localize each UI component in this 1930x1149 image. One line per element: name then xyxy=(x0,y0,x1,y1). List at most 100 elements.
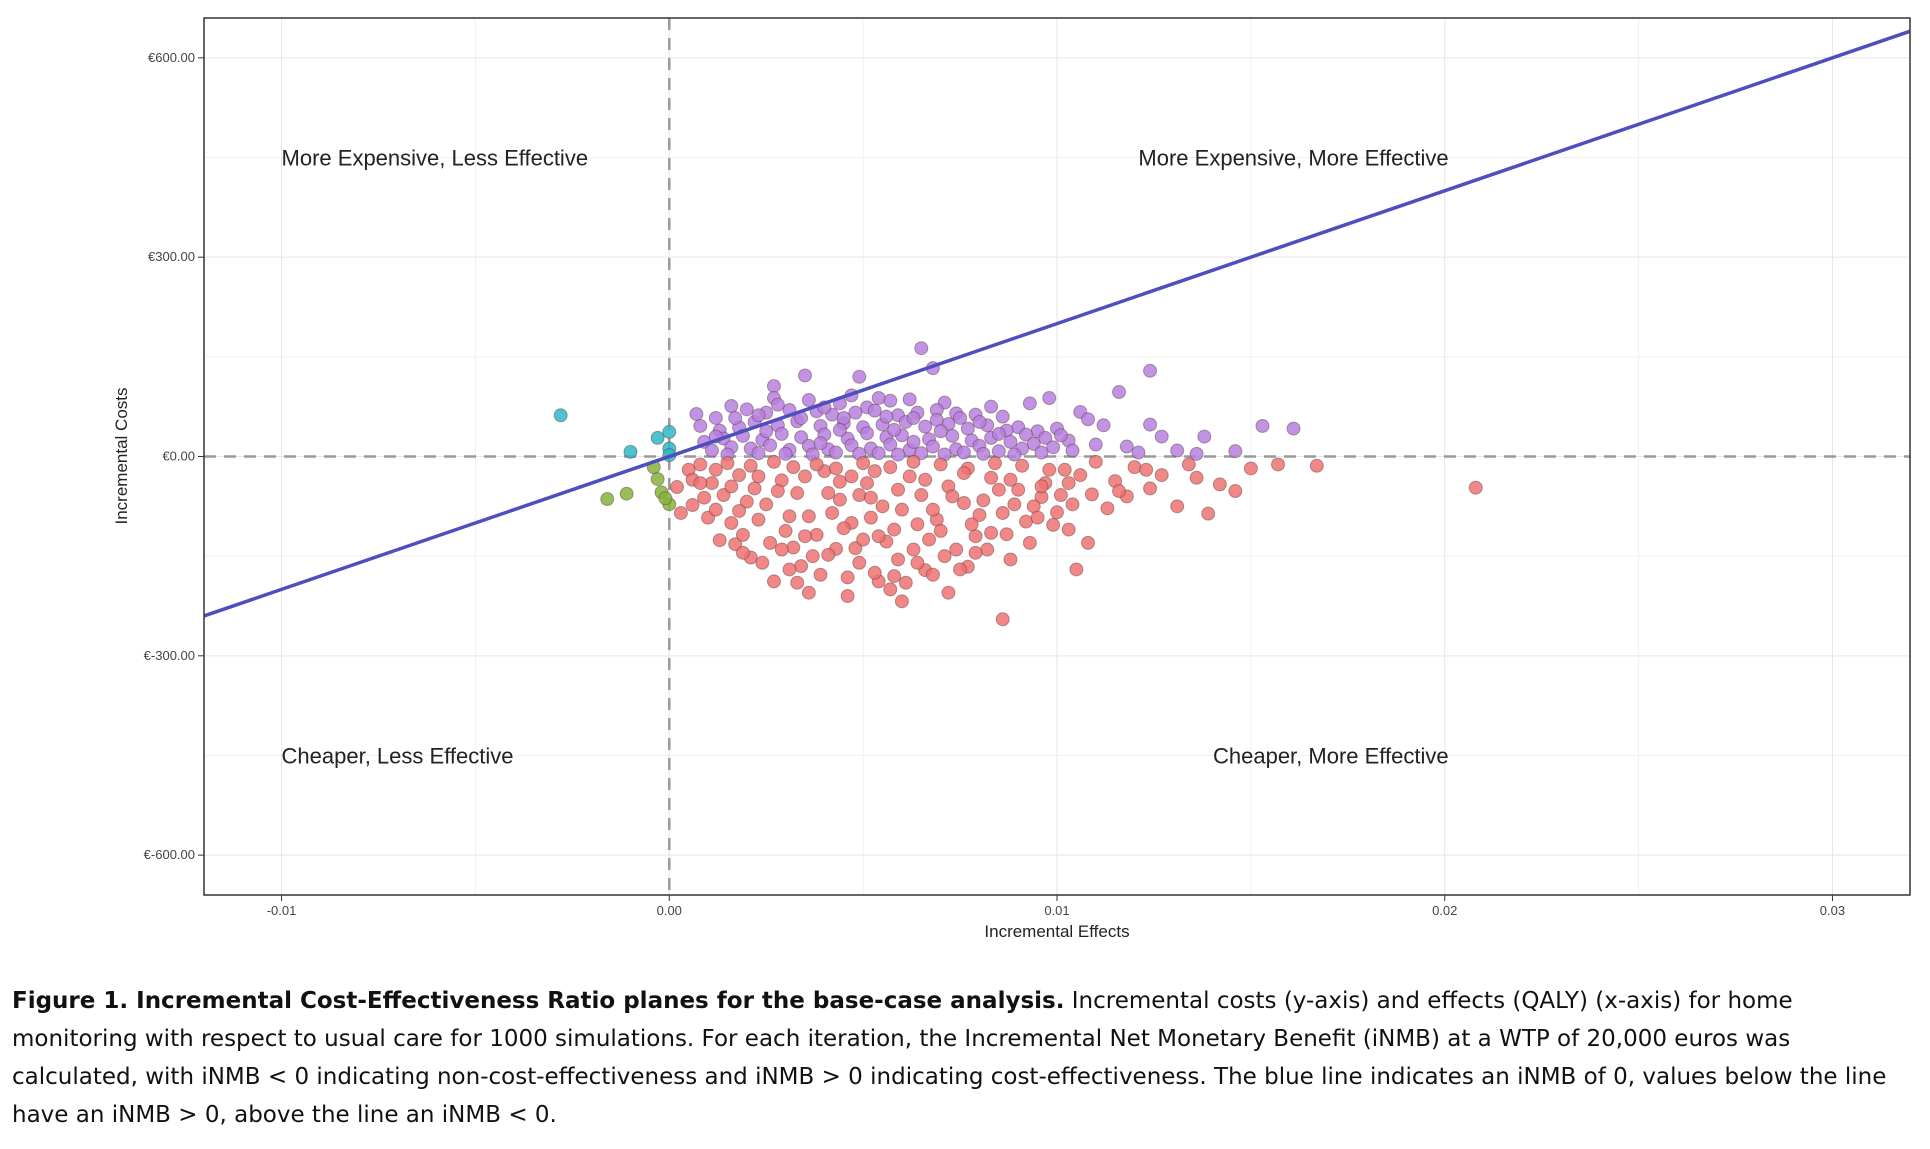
red-point xyxy=(925,502,940,517)
red-point xyxy=(1011,482,1026,497)
red-point xyxy=(697,490,712,505)
purple-point xyxy=(945,428,960,443)
red-point xyxy=(856,456,871,471)
purple-point xyxy=(813,436,828,451)
red-point xyxy=(743,458,758,473)
red-point xyxy=(790,575,805,590)
purple-point xyxy=(1197,429,1212,444)
red-point xyxy=(751,469,766,484)
purple-point xyxy=(918,419,933,434)
purple-point xyxy=(1038,430,1053,445)
red-point xyxy=(1022,535,1037,550)
wtp-line xyxy=(203,29,1911,618)
red-point xyxy=(918,472,933,487)
red-point xyxy=(1007,497,1022,512)
red-point xyxy=(1243,461,1258,476)
purple-point xyxy=(1081,412,1096,427)
red-point xyxy=(968,545,983,560)
purple-point xyxy=(763,438,778,453)
red-point xyxy=(1271,457,1286,472)
red-point xyxy=(906,542,921,557)
purple-point xyxy=(728,410,743,425)
red-point xyxy=(933,523,948,538)
red-point xyxy=(867,464,882,479)
red-point xyxy=(968,529,983,544)
purple-point xyxy=(1046,440,1061,455)
red-point xyxy=(925,567,940,582)
red-point xyxy=(860,476,875,491)
purple-point xyxy=(751,446,766,461)
quadrant-labels: More Expensive, Less Effective More Expen… xyxy=(282,146,1449,769)
purple-point xyxy=(933,424,948,439)
purple-point xyxy=(704,443,719,458)
purple-point xyxy=(1170,443,1185,458)
purple-point xyxy=(1022,396,1037,411)
red-point xyxy=(755,555,770,570)
red-point xyxy=(894,502,909,517)
red-point xyxy=(941,585,956,600)
red-point xyxy=(945,489,960,504)
red-point xyxy=(984,470,999,485)
purple-point xyxy=(1026,436,1041,451)
purple-point xyxy=(832,422,847,437)
red-point xyxy=(844,469,859,484)
purple-point xyxy=(852,369,867,384)
red-point xyxy=(1065,497,1080,512)
purple-point xyxy=(778,446,793,461)
red-point xyxy=(763,535,778,550)
red-point xyxy=(1081,535,1096,550)
red-point xyxy=(933,457,948,472)
red-point xyxy=(732,503,747,518)
red-point xyxy=(728,537,743,552)
red-point xyxy=(786,540,801,555)
purple-point xyxy=(891,447,906,462)
red-point xyxy=(832,474,847,489)
red-point xyxy=(801,585,816,600)
purple-point xyxy=(1189,446,1204,461)
red-point xyxy=(673,505,688,520)
purple-point xyxy=(906,434,921,449)
red-point xyxy=(751,512,766,527)
red-point xyxy=(805,549,820,564)
purple-point xyxy=(828,445,843,460)
purple-point xyxy=(914,446,929,461)
teal-point xyxy=(623,444,638,459)
reference-lines xyxy=(204,18,1910,895)
red-point xyxy=(1309,458,1324,473)
red-point xyxy=(987,456,1002,471)
purple-point xyxy=(1286,421,1301,436)
x-tick-label: 0.03 xyxy=(1820,903,1845,918)
red-point xyxy=(720,456,735,471)
red-point xyxy=(852,555,867,570)
red-point xyxy=(956,466,971,481)
red-point xyxy=(856,532,871,547)
red-point xyxy=(790,486,805,501)
red-point xyxy=(1003,552,1018,567)
red-point xyxy=(875,499,890,514)
red-point xyxy=(1170,499,1185,514)
purple-point xyxy=(1034,445,1049,460)
red-point xyxy=(949,542,964,557)
purple-point xyxy=(902,392,917,407)
red-point xyxy=(1181,457,1196,472)
purple-point xyxy=(1255,418,1270,433)
red-point xyxy=(1061,522,1076,537)
quadrant-label: Cheaper, More Effective xyxy=(1213,743,1449,768)
red-point xyxy=(670,480,685,495)
red-point xyxy=(778,523,793,538)
red-point xyxy=(828,461,843,476)
red-point xyxy=(991,482,1006,497)
green-point xyxy=(650,472,665,487)
purple-point xyxy=(914,341,929,356)
ice-plane-chart: -0.01 0.00 0.01 0.02 0.03 €600.00 €300.00 €0.00… xyxy=(112,17,1911,941)
y-tick-label: €0.00 xyxy=(162,449,195,464)
red-point xyxy=(1053,488,1068,503)
red-point xyxy=(701,510,716,525)
red-point xyxy=(980,542,995,557)
red-point xyxy=(724,515,739,530)
purple-point xyxy=(739,402,754,417)
red-point xyxy=(1015,458,1030,473)
purple-point xyxy=(995,409,1010,424)
red-point xyxy=(910,517,925,532)
red-point xyxy=(801,509,816,524)
